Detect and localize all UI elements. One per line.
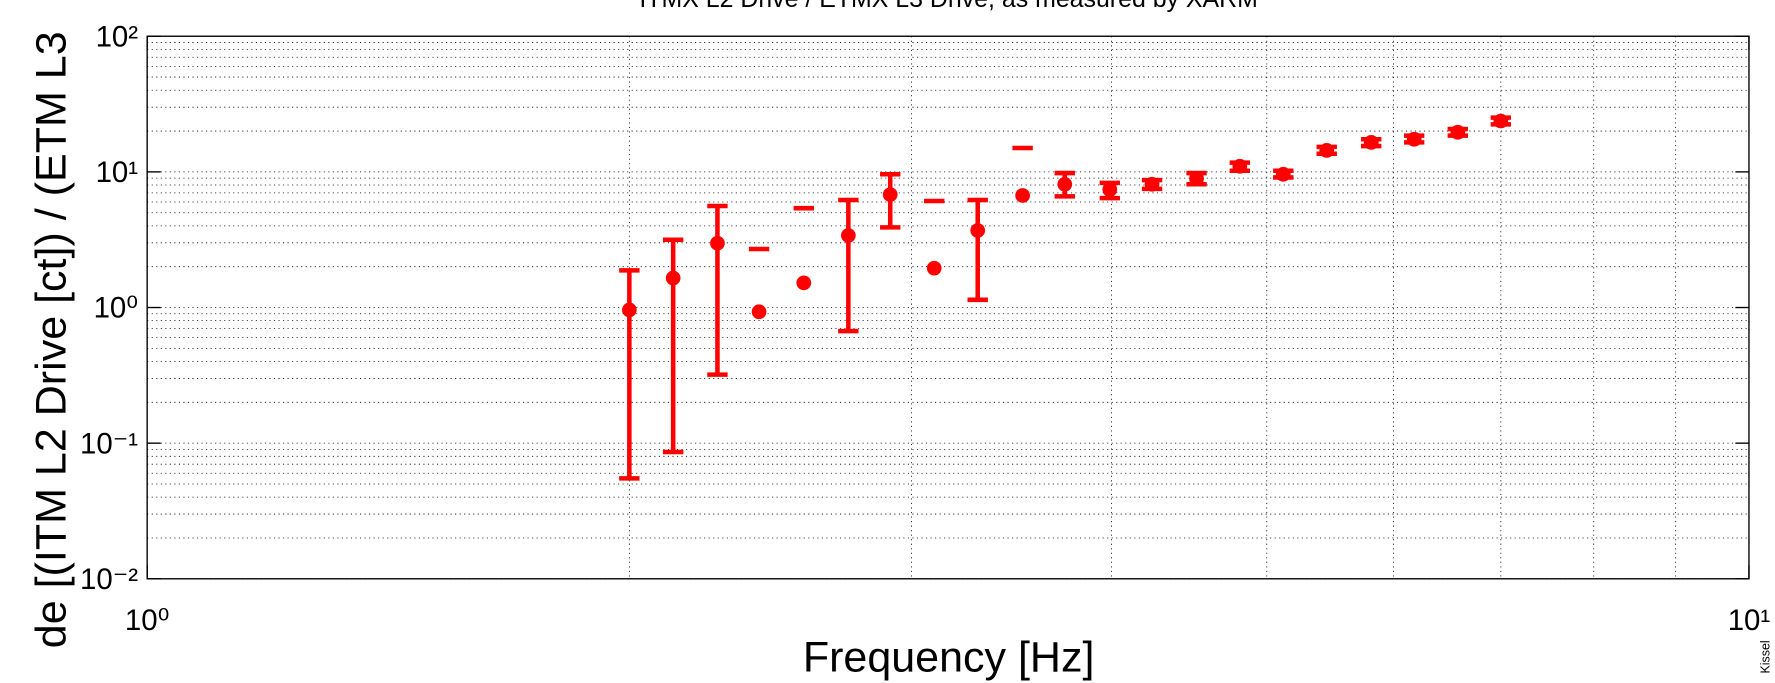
data-point bbox=[882, 187, 898, 202]
x-tick-label: 10¹ bbox=[1728, 604, 1771, 637]
y-tick-label: 10⁻² bbox=[80, 563, 138, 596]
data-point bbox=[751, 304, 767, 320]
data-point bbox=[1363, 135, 1379, 150]
y-tick-label: 10⁰ bbox=[94, 292, 139, 325]
y-tick-label: 10¹ bbox=[96, 156, 139, 189]
data-point bbox=[621, 302, 637, 318]
data-point bbox=[796, 275, 812, 291]
data-point bbox=[1144, 176, 1160, 192]
chart-title: ITMX L2 Drive / ETMX L3 Drive, as measur… bbox=[639, 0, 1258, 13]
data-point bbox=[1102, 182, 1118, 197]
data-point bbox=[1057, 176, 1073, 192]
y-axis-label: de [(ITM L2 Drive [ct]) / (ETM L3 bbox=[28, 31, 76, 648]
data-point bbox=[1232, 158, 1248, 174]
data-point bbox=[710, 235, 725, 251]
data-point bbox=[1406, 131, 1422, 147]
x-tick-label: 10⁰ bbox=[125, 604, 170, 637]
data-point bbox=[1275, 166, 1291, 182]
data-point bbox=[1493, 113, 1509, 129]
data-point bbox=[840, 228, 856, 243]
data-point bbox=[1189, 171, 1204, 187]
x-axis-label: Frequency [Hz] bbox=[803, 634, 1095, 682]
data-point bbox=[970, 223, 986, 238]
data-point bbox=[1015, 188, 1030, 203]
y-tick-label: 10⁻¹ bbox=[80, 427, 138, 460]
data-point bbox=[926, 260, 942, 276]
data-point bbox=[1450, 124, 1466, 140]
data-point bbox=[665, 270, 681, 286]
y-tick-label: 10² bbox=[96, 20, 139, 53]
author-annotation: Kissel bbox=[1758, 640, 1772, 673]
data-point bbox=[1319, 143, 1335, 158]
